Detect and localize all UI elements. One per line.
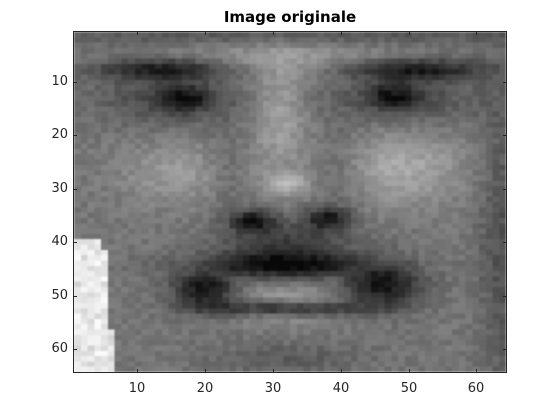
x-tick-mark xyxy=(476,369,477,373)
y-tick-mark xyxy=(73,82,77,83)
x-tick-label: 60 xyxy=(467,381,485,396)
x-tick-mark xyxy=(137,369,138,373)
x-tick-mark-top xyxy=(409,31,410,35)
x-tick-label: 40 xyxy=(332,381,350,396)
face-image xyxy=(74,32,506,372)
y-tick-mark xyxy=(73,349,77,350)
y-tick-mark-right xyxy=(503,349,507,350)
x-tick-mark xyxy=(273,369,274,373)
y-tick-mark-right xyxy=(503,189,507,190)
x-tick-mark-top xyxy=(341,31,342,35)
y-tick-label: 50 xyxy=(51,288,68,303)
y-tick-label: 10 xyxy=(51,74,68,89)
y-tick-mark xyxy=(73,189,77,190)
y-tick-mark xyxy=(73,135,77,136)
y-tick-label: 20 xyxy=(51,127,68,142)
x-tick-mark-top xyxy=(205,31,206,35)
x-tick-mark xyxy=(409,369,410,373)
plot-title: Image originale xyxy=(223,8,357,26)
y-tick-mark-right xyxy=(503,296,507,297)
y-tick-label: 30 xyxy=(51,181,68,196)
y-tick-mark xyxy=(73,242,77,243)
x-tick-mark xyxy=(341,369,342,373)
x-tick-mark xyxy=(205,369,206,373)
x-tick-mark-top xyxy=(137,31,138,35)
y-tick-mark-right xyxy=(503,242,507,243)
y-tick-label: 60 xyxy=(51,341,68,356)
x-tick-label: 50 xyxy=(400,381,418,396)
x-tick-label: 30 xyxy=(264,381,282,396)
x-tick-label: 20 xyxy=(196,381,214,396)
y-tick-label: 40 xyxy=(51,234,68,249)
x-tick-mark-top xyxy=(273,31,274,35)
y-tick-mark xyxy=(73,296,77,297)
x-tick-mark-top xyxy=(476,31,477,35)
y-tick-mark-right xyxy=(503,82,507,83)
x-tick-label: 10 xyxy=(128,381,146,396)
y-tick-mark-right xyxy=(503,135,507,136)
image-axes xyxy=(73,31,507,373)
